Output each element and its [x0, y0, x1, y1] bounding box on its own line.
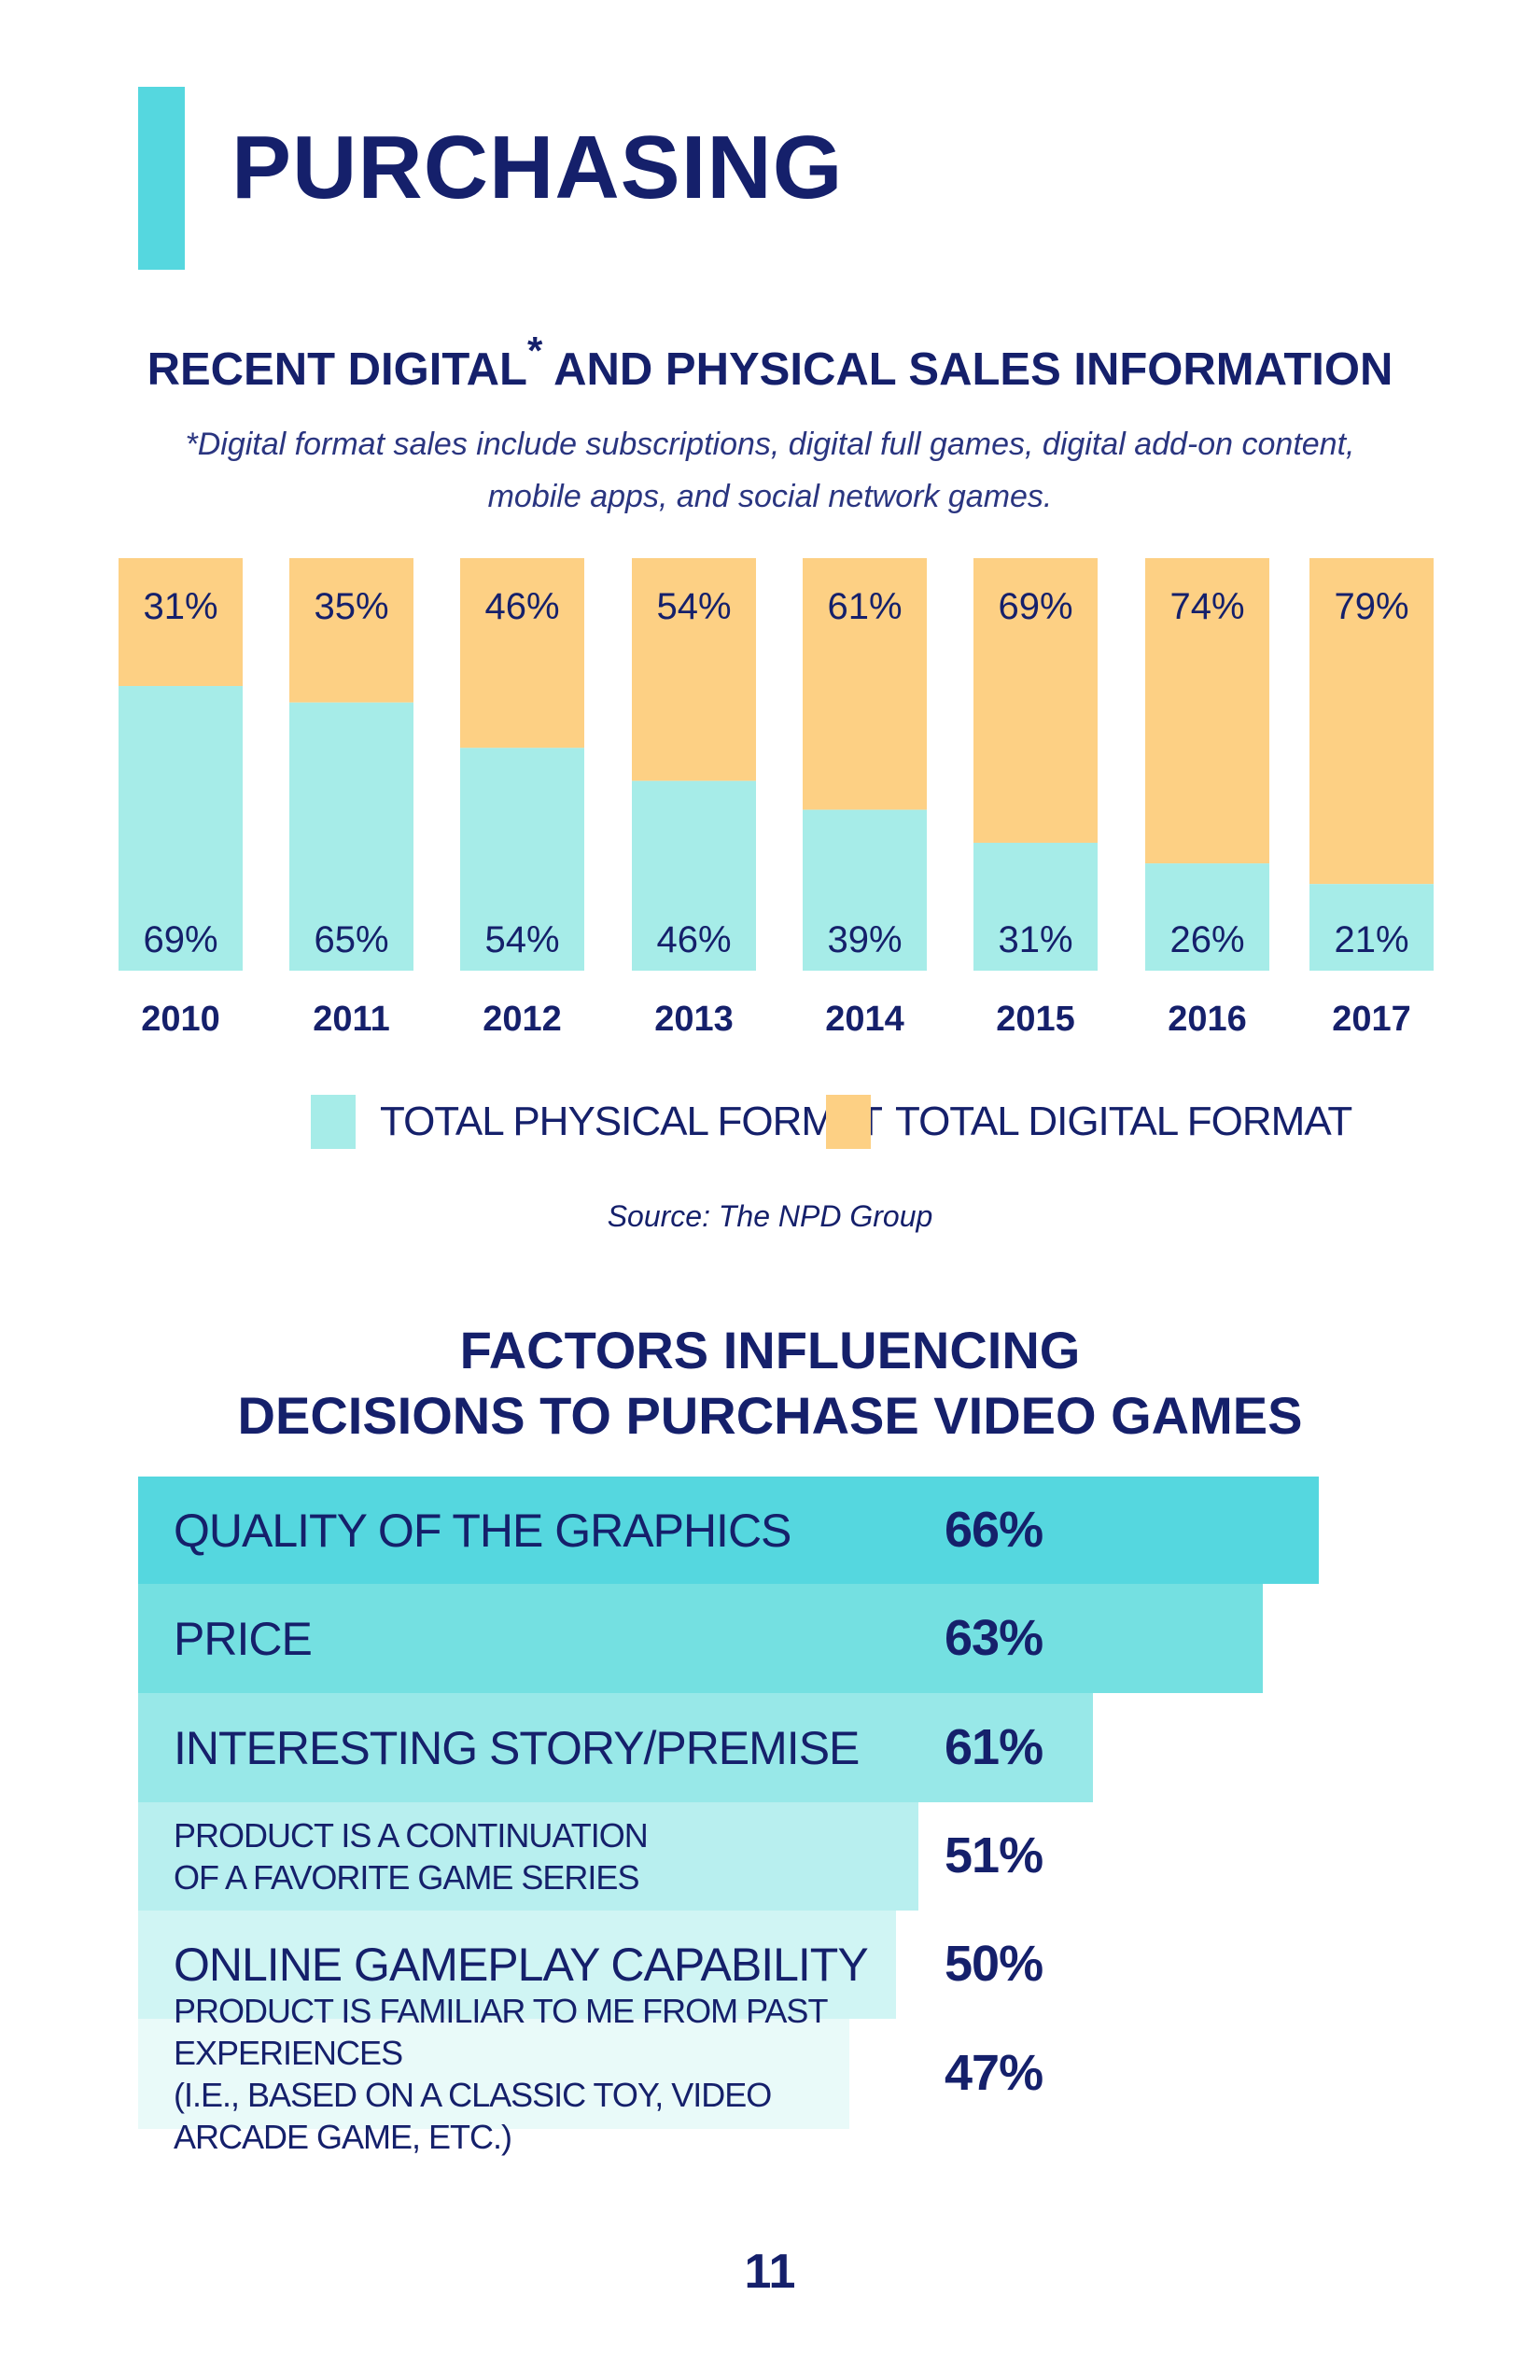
sales-stacked-bar-chart: 31% 69% 2010 35% 65% 2011 46% 54% 2012 54% 46% 2013… [119, 558, 1434, 1036]
factor-label: QUALITY OF THE GRAPHICS [174, 1504, 791, 1557]
bar-digital-2013 [632, 558, 756, 781]
legend-digital-swatch [826, 1095, 871, 1149]
factor-row: QUALITY OF THE GRAPHICS [138, 1477, 1319, 1584]
factor-value: 51% [945, 1827, 1043, 1883]
factors-chart-title: FACTORS INFLUENCING DECISIONS TO PURCHAS… [237, 1321, 1303, 1445]
year-label-2014: 2014 [825, 1000, 904, 1036]
page-title: PURCHASING [231, 118, 844, 217]
bar-physical-2017 [1309, 884, 1434, 971]
factor-label: PRODUCT IS A CONTINUATION OF A FAVORITE … [174, 1816, 649, 1897]
factor-value: 63% [945, 1609, 1043, 1666]
factor-value: 47% [945, 2045, 1043, 2101]
legend-digital: TOTAL DIGITAL FORMAT [826, 1094, 1352, 1150]
bar-physical-2010 [119, 686, 243, 971]
label-digital-2014: 61% [827, 586, 902, 627]
legend-physical-label: TOTAL PHYSICAL FORMAT [380, 1099, 883, 1144]
label-physical-2017: 21% [1334, 919, 1408, 960]
factor-label: INTERESTING STORY/PREMISE [174, 1721, 860, 1774]
year-label-2012: 2012 [483, 1000, 562, 1036]
chart-source: Source: The NPD Group [607, 1199, 933, 1233]
label-digital-2013: 54% [656, 586, 731, 627]
legend-physical-swatch [311, 1095, 356, 1149]
sales-chart-title-part1: RECENT DIGITAL [147, 344, 527, 395]
label-digital-2010: 31% [143, 586, 217, 627]
title-asterisk: * [526, 329, 543, 372]
bar-physical-2016 [1145, 863, 1269, 971]
legend-digital-label: TOTAL DIGITAL FORMAT [895, 1099, 1352, 1144]
year-label-2015: 2015 [996, 1000, 1075, 1036]
title-accent-bar [138, 87, 185, 270]
label-physical-2012: 54% [484, 919, 559, 960]
label-digital-2017: 79% [1334, 586, 1408, 627]
label-physical-2011: 65% [314, 919, 388, 960]
label-digital-2015: 69% [998, 586, 1072, 627]
factor-label: PRICE [174, 1612, 313, 1665]
label-physical-2013: 46% [656, 919, 731, 960]
factor-value: 66% [945, 1501, 1043, 1558]
sales-chart-title: RECENT DIGITAL* AND PHYSICAL SALES INFOR… [0, 331, 1540, 396]
bar-physical-2012 [460, 748, 584, 971]
label-physical-2016: 26% [1169, 919, 1244, 960]
bar-digital-2016 [1145, 558, 1269, 864]
bar-digital-2012 [460, 558, 584, 749]
label-physical-2014: 39% [827, 919, 902, 960]
bar-physical-2013 [632, 780, 756, 971]
bar-physical-2011 [289, 702, 413, 971]
factor-row: PRODUCT IS A CONTINUATION OF A FAVORITE … [138, 1802, 918, 1911]
year-label-2016: 2016 [1168, 1000, 1247, 1036]
legend-physical: TOTAL PHYSICAL FORMAT [311, 1094, 883, 1150]
bar-digital-2011 [289, 558, 413, 703]
sales-chart-title-part2: AND PHYSICAL SALES INFORMATION [553, 344, 1393, 395]
bar-digital-2010 [119, 558, 243, 687]
digital-footnote: *Digital format sales include subscripti… [185, 427, 1355, 514]
year-label-2017: 2017 [1332, 1000, 1411, 1036]
factor-label: ONLINE GAMEPLAY CAPABILITY [174, 1939, 869, 1991]
year-label-2013: 2013 [654, 1000, 734, 1036]
factor-row: INTERESTING STORY/PREMISE [138, 1693, 1093, 1802]
factor-value: 50% [945, 1936, 1043, 1992]
factor-row: ONLINE GAMEPLAY CAPABILITY [138, 1911, 896, 2019]
label-digital-2016: 74% [1169, 586, 1244, 627]
label-physical-2010: 69% [143, 919, 217, 960]
label-digital-2012: 46% [484, 586, 559, 627]
page-number: 11 [744, 2245, 796, 2299]
factor-value: 61% [945, 1718, 1043, 1775]
year-label-2010: 2010 [141, 1000, 220, 1036]
factor-row: PRODUCT IS FAMILIAR TO ME FROM PAST EXPE… [138, 1992, 849, 2156]
bar-digital-2014 [803, 558, 927, 810]
bar-digital-2017 [1309, 558, 1434, 885]
factor-row: PRICE [138, 1584, 1263, 1693]
bar-digital-2015 [973, 558, 1098, 843]
factor-label: PRODUCT IS FAMILIAR TO ME FROM PAST EXPE… [174, 1992, 828, 2156]
label-physical-2015: 31% [998, 919, 1072, 960]
year-label-2011: 2011 [313, 1000, 389, 1036]
bar-physical-2014 [803, 809, 927, 971]
label-digital-2011: 35% [314, 586, 388, 627]
bar-physical-2015 [973, 842, 1098, 971]
